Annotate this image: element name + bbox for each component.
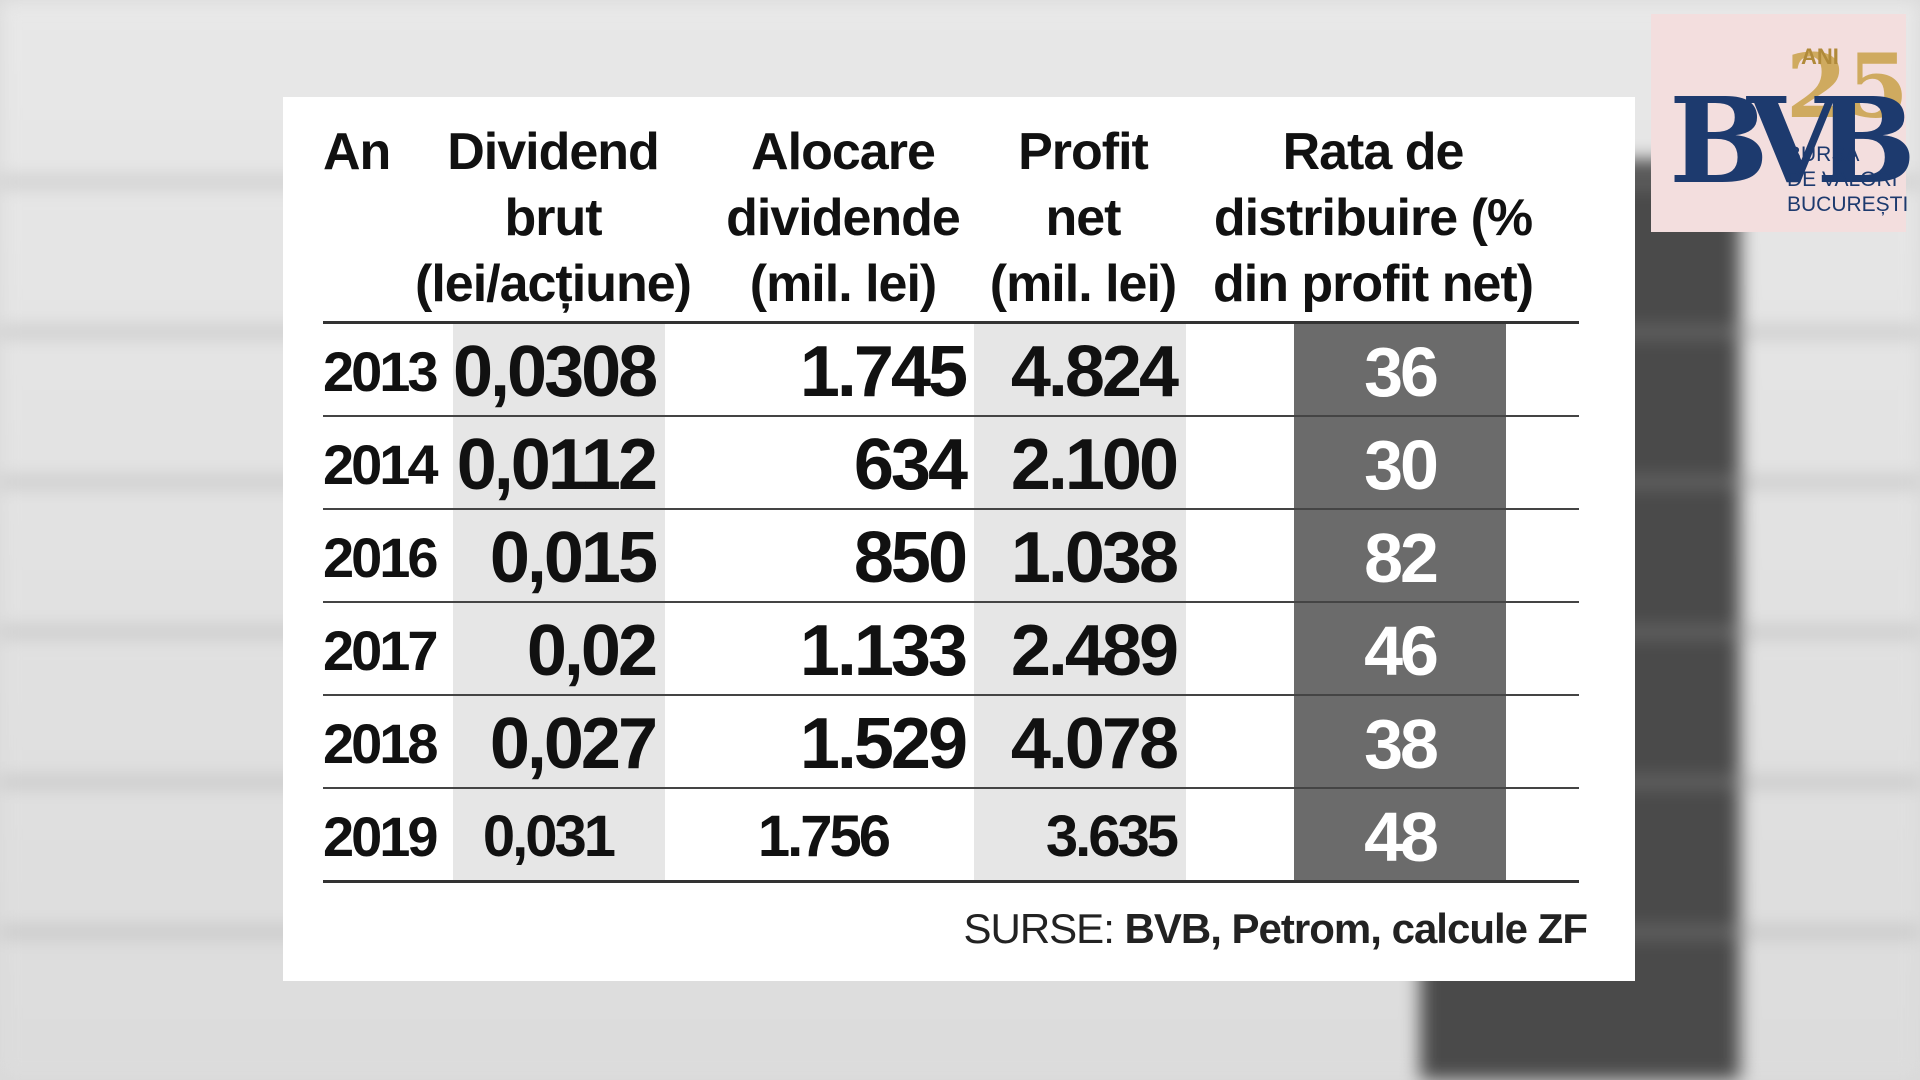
row-rule bbox=[323, 880, 1579, 883]
row-rule bbox=[323, 415, 1579, 417]
cell-year: 2016 bbox=[323, 526, 439, 589]
cell-profit: 4.078 bbox=[1010, 704, 1179, 784]
cell-alocare: 634 bbox=[853, 425, 968, 505]
logo-text: BURSA DE VALORI BUCUREȘTI bbox=[1787, 142, 1908, 217]
header-rule bbox=[323, 321, 1579, 324]
cell-alocare: 1.529 bbox=[799, 704, 968, 784]
header-profit-line: Profit bbox=[1018, 123, 1149, 181]
header-alocare: Alocare dividende (mil. lei) bbox=[693, 119, 993, 317]
header-profit-line: net bbox=[1045, 189, 1122, 247]
rate-column-background bbox=[1294, 324, 1506, 882]
header-dividend-line: brut bbox=[504, 189, 602, 247]
cell-rata: 30 bbox=[1364, 426, 1439, 504]
cell-year: 2017 bbox=[323, 619, 439, 682]
header-rata-line: distribuire (% bbox=[1213, 189, 1533, 247]
header-an: An bbox=[323, 119, 403, 185]
source-note: SURSE: BVB, Petrom, calcule ZF bbox=[963, 905, 1588, 953]
cell-rata: 36 bbox=[1364, 333, 1439, 411]
cell-alocare: 850 bbox=[853, 518, 968, 598]
header-alocare-line: Alocare bbox=[751, 123, 936, 181]
header-rata-line: din profit net) bbox=[1212, 255, 1534, 313]
row-rule bbox=[323, 694, 1579, 696]
header-an-line: An bbox=[323, 123, 391, 181]
cell-dividend: 0,0308 bbox=[453, 332, 658, 412]
row-rule bbox=[323, 508, 1579, 510]
cell-year: 2019 bbox=[323, 805, 439, 868]
cell-rata: 46 bbox=[1364, 612, 1439, 690]
header-alocare-line: (mil. lei) bbox=[749, 255, 937, 313]
cell-profit: 1.038 bbox=[1010, 518, 1179, 598]
logo-line: BUCUREȘTI bbox=[1787, 193, 1909, 216]
header-rata: Rata de distribuire (% din profit net) bbox=[1183, 119, 1563, 317]
logo-line: BURSA bbox=[1787, 143, 1860, 166]
header-rata-line: Rata de bbox=[1282, 123, 1465, 181]
cell-dividend: 0,027 bbox=[489, 704, 658, 784]
cell-dividend: 0,0112 bbox=[456, 425, 658, 505]
logo-anniversary-label: ANI bbox=[1801, 44, 1839, 69]
header-alocare-line: dividende bbox=[726, 189, 961, 247]
cell-profit: 2.100 bbox=[1010, 425, 1179, 505]
logo-anniversary-number: 25 bbox=[1786, 34, 1909, 138]
header-dividend: Dividend brut (lei/acțiune) bbox=[383, 119, 723, 317]
row-rule bbox=[323, 601, 1579, 603]
cell-dividend: 0,02 bbox=[526, 611, 658, 691]
cell-year: 2014 bbox=[323, 433, 439, 496]
row-rule bbox=[323, 787, 1579, 789]
header-profit: Profit net (mil. lei) bbox=[963, 119, 1203, 317]
cell-dividend: 0,031 bbox=[482, 804, 616, 869]
cell-profit: 4.824 bbox=[1010, 332, 1179, 412]
logo-letters: BVB bbox=[1669, 71, 1916, 210]
shaded-column-profit bbox=[974, 324, 1186, 882]
cell-rata: 82 bbox=[1364, 519, 1439, 597]
bvb-logo: 25 ANI BVB BURSA DE VALORI BUCUREȘTI bbox=[1651, 14, 1916, 232]
cell-profit: 3.635 bbox=[1045, 804, 1179, 869]
shaded-column-dividend bbox=[453, 324, 665, 882]
source-label: SURSE: bbox=[963, 905, 1114, 952]
cell-alocare: 1.745 bbox=[799, 332, 968, 412]
cell-dividend: 0,015 bbox=[489, 518, 658, 598]
header-dividend-line: Dividend bbox=[447, 123, 660, 181]
cell-year: 2018 bbox=[323, 712, 439, 775]
cell-year: 2013 bbox=[323, 340, 439, 403]
header-profit-line: (mil. lei) bbox=[989, 255, 1177, 313]
cell-rata: 38 bbox=[1364, 705, 1439, 783]
logo-line: DE VALORI bbox=[1787, 168, 1898, 191]
header-dividend-line: (lei/acțiune) bbox=[415, 255, 692, 313]
cell-alocare: 1.756 bbox=[757, 804, 891, 869]
source-value: BVB, Petrom, calcule ZF bbox=[1124, 905, 1588, 952]
cell-alocare: 1.133 bbox=[799, 611, 968, 691]
dividend-table-card: An Dividend brut (lei/acțiune) Alocare d… bbox=[283, 97, 1635, 981]
cell-profit: 2.489 bbox=[1010, 611, 1179, 691]
cell-rata: 48 bbox=[1364, 798, 1439, 876]
